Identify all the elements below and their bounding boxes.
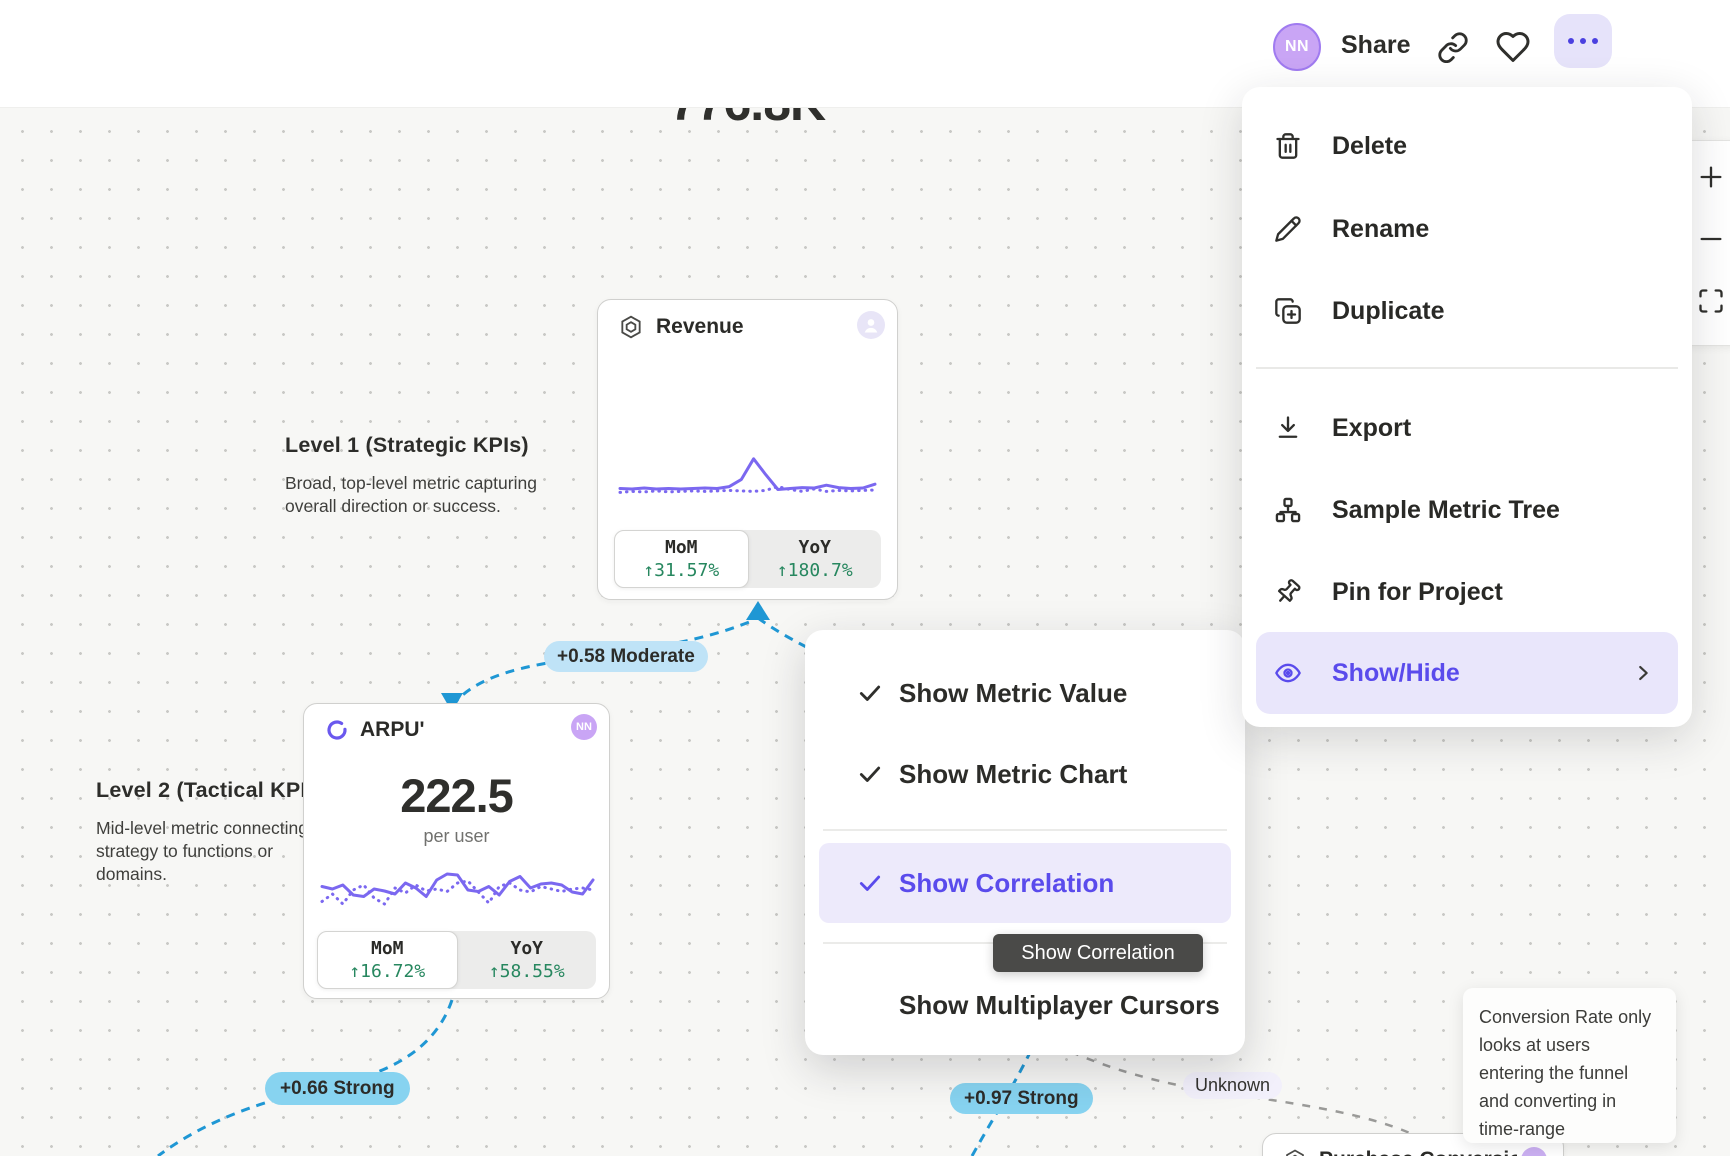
- check-icon: [859, 766, 881, 782]
- arpu-card-header: ARPU': [324, 718, 425, 742]
- chevron-right-icon: [1639, 665, 1648, 681]
- purchase-card-header: Purchase Conversion Rate: [1283, 1148, 1517, 1156]
- check-icon: [859, 875, 881, 891]
- level-1-description: Broad, top-level metric capturing overal…: [285, 473, 537, 516]
- link-icon: [1438, 32, 1468, 63]
- revenue-tab-mom[interactable]: MoM ↑31.57%: [614, 530, 749, 588]
- dot: [1568, 38, 1574, 44]
- pencil-icon: [1275, 216, 1301, 242]
- trash-icon: [1276, 133, 1300, 159]
- fit-view-icon[interactable]: [1697, 287, 1725, 315]
- submenu-item-show-metric-value[interactable]: Show Metric Value: [819, 661, 1231, 725]
- more-options-menu: Delete Rename Duplicate Export Sample M: [1242, 87, 1692, 727]
- correlation-badge-strong-1: +0.66 Strong: [265, 1072, 410, 1105]
- arpu-tab-yoy[interactable]: YoY ↑58.55%: [458, 931, 597, 989]
- revenue-sparkline: [618, 448, 877, 506]
- menu-item-duplicate[interactable]: Duplicate: [1256, 279, 1678, 343]
- download-icon: [1278, 416, 1298, 438]
- mom-value: ↑16.72%: [349, 961, 426, 982]
- submenu-item-show-correlation[interactable]: Show Correlation: [819, 843, 1231, 923]
- yoy-value: ↑180.7%: [776, 560, 853, 581]
- revenue-tab-yoy[interactable]: YoY ↑180.7%: [749, 530, 882, 588]
- eye-icon: [1275, 663, 1301, 683]
- menu-item-export[interactable]: Export: [1256, 396, 1678, 460]
- yoy-value: ↑58.55%: [488, 961, 565, 982]
- level-2-description: Mid-level metric connecting strategy to …: [96, 818, 309, 884]
- mom-label: MoM: [370, 938, 404, 959]
- show-hide-submenu: Show Metric Value Show Metric Chart Show…: [805, 630, 1245, 1055]
- pin-icon: [1277, 579, 1301, 602]
- yoy-label: YoY: [510, 938, 543, 959]
- yoy-label: YoY: [798, 537, 831, 558]
- revenue-card-header: Revenue: [618, 314, 744, 340]
- arpu-unit: per user: [423, 826, 490, 846]
- dot: [1580, 38, 1586, 44]
- zoom-out-icon[interactable]: [1697, 225, 1725, 253]
- arpu-card-title: ARPU': [360, 718, 425, 741]
- mom-label: MoM: [664, 537, 698, 558]
- favorite-button[interactable]: [1494, 28, 1532, 66]
- heart-icon: [1496, 32, 1530, 62]
- copy-link-button[interactable]: [1436, 30, 1470, 64]
- purchase-owner-avatar: [1521, 1147, 1547, 1156]
- check-icon: [859, 685, 881, 701]
- revenue-card-title: Revenue: [656, 315, 744, 338]
- level-2-title: Level 2 (Tactical KPIs): [96, 778, 327, 802]
- arpu-tab-mom[interactable]: MoM ↑16.72%: [317, 931, 458, 989]
- menu-item-pin-for-project[interactable]: Pin for Project: [1256, 560, 1678, 624]
- revenue-period-tabs: MoM ↑31.57% YoY ↑180.7%: [614, 530, 881, 588]
- correlation-badge-strong-2: +0.97 Strong: [950, 1083, 1093, 1114]
- level-1-title: Level 1 (Strategic KPIs): [285, 433, 529, 457]
- share-button[interactable]: Share: [1341, 31, 1411, 59]
- menu-item-show-hide[interactable]: Show/Hide: [1256, 632, 1678, 714]
- arc-metric-icon: [327, 720, 347, 740]
- level-2-annotation: Level 2 (Tactical KPIs) Mid-level metric…: [96, 778, 341, 886]
- person-icon: [864, 319, 878, 333]
- level-1-annotation: Level 1 (Strategic KPIs) Broad, top-leve…: [285, 433, 541, 518]
- menu-divider: [1256, 367, 1678, 369]
- tree-icon: [1275, 497, 1301, 523]
- arpu-period-tabs: MoM ↑16.72% YoY ↑58.55%: [317, 931, 596, 989]
- submenu-item-show-metric-chart[interactable]: Show Metric Chart: [819, 742, 1231, 806]
- zoom-in-icon[interactable]: [1697, 163, 1725, 191]
- menu-item-delete[interactable]: Delete: [1256, 114, 1678, 178]
- user-avatar[interactable]: NN: [1273, 23, 1321, 71]
- arpu-value: 222.5: [400, 769, 514, 822]
- metric-card-arpu[interactable]: ARPU' NN 222.5 per user MoM ↑16.72% YoY …: [303, 703, 610, 999]
- purchase-card-title: Purchase Conversion Rate: [1319, 1148, 1517, 1156]
- dot: [1592, 38, 1598, 44]
- submenu-divider: [823, 829, 1227, 831]
- hexagon-metric-icon: [1286, 1149, 1304, 1156]
- arpu-sparkline: [320, 859, 595, 919]
- duplicate-icon: [1275, 298, 1301, 324]
- menu-item-rename[interactable]: Rename: [1256, 197, 1678, 261]
- show-correlation-tooltip: Show Correlation: [993, 934, 1203, 972]
- revenue-owner-avatar: [857, 311, 885, 339]
- metric-card-revenue[interactable]: Revenue 776.8K MoM ↑31.57% YoY ↑180.7%: [597, 75, 898, 600]
- more-options-button[interactable]: [1554, 14, 1612, 68]
- mom-value: ↑31.57%: [643, 560, 720, 581]
- correlation-badge-unknown: Unknown: [1183, 1072, 1283, 1099]
- menu-item-sample-metric-tree[interactable]: Sample Metric Tree: [1256, 478, 1678, 542]
- arpu-owner-badge: NN: [571, 714, 597, 740]
- correlation-badge-moderate: +0.58 Moderate: [544, 641, 708, 672]
- submenu-item-show-multiplayer-cursors[interactable]: Show Multiplayer Cursors: [899, 989, 1220, 1020]
- conversion-rate-note: Conversion Rate only looks at users ente…: [1463, 988, 1676, 1143]
- hexagon-metric-icon: [621, 315, 641, 339]
